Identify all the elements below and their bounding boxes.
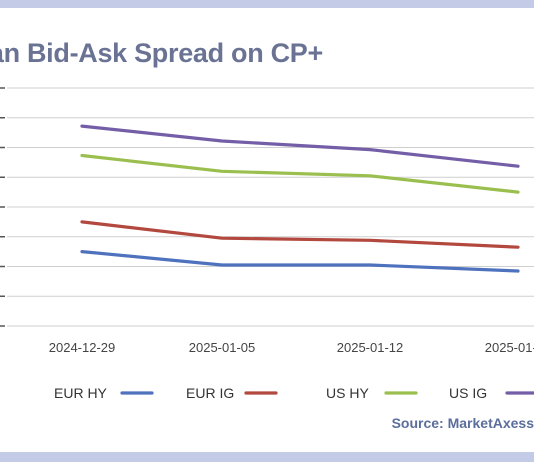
x-tick-label: 2025-01-12 [337,340,404,355]
legend-label: US HY [326,385,369,401]
series-line-us-ig [80,124,520,168]
legend-label: EUR HY [54,385,108,401]
x-tick-label: 2024-12-29 [49,340,116,355]
x-tick-label: 2025-01-05 [189,340,256,355]
line-chart: 2024-12-29 2025-01-05 2025-01-12 2025-01-19… [0,87,534,401]
chart-title-text: Median Bid-Ask Spread on CP+ [0,38,323,68]
source-note: Source: MarketAxess [391,415,534,431]
legend-label: EUR IG [186,385,234,401]
series-line-eur-ig [80,220,520,249]
legend-label: US IG [449,385,487,401]
series-line-eur-hy [80,250,520,273]
series-line-us-hy [80,153,520,194]
chart-title: Median Bid-Ask Spread on CP+ [0,38,534,78]
x-tick-label: 2025-01-19 [485,340,534,355]
chart-panel: Median Bid-Ask Spread on CP+ 2024-12-292… [0,8,534,452]
